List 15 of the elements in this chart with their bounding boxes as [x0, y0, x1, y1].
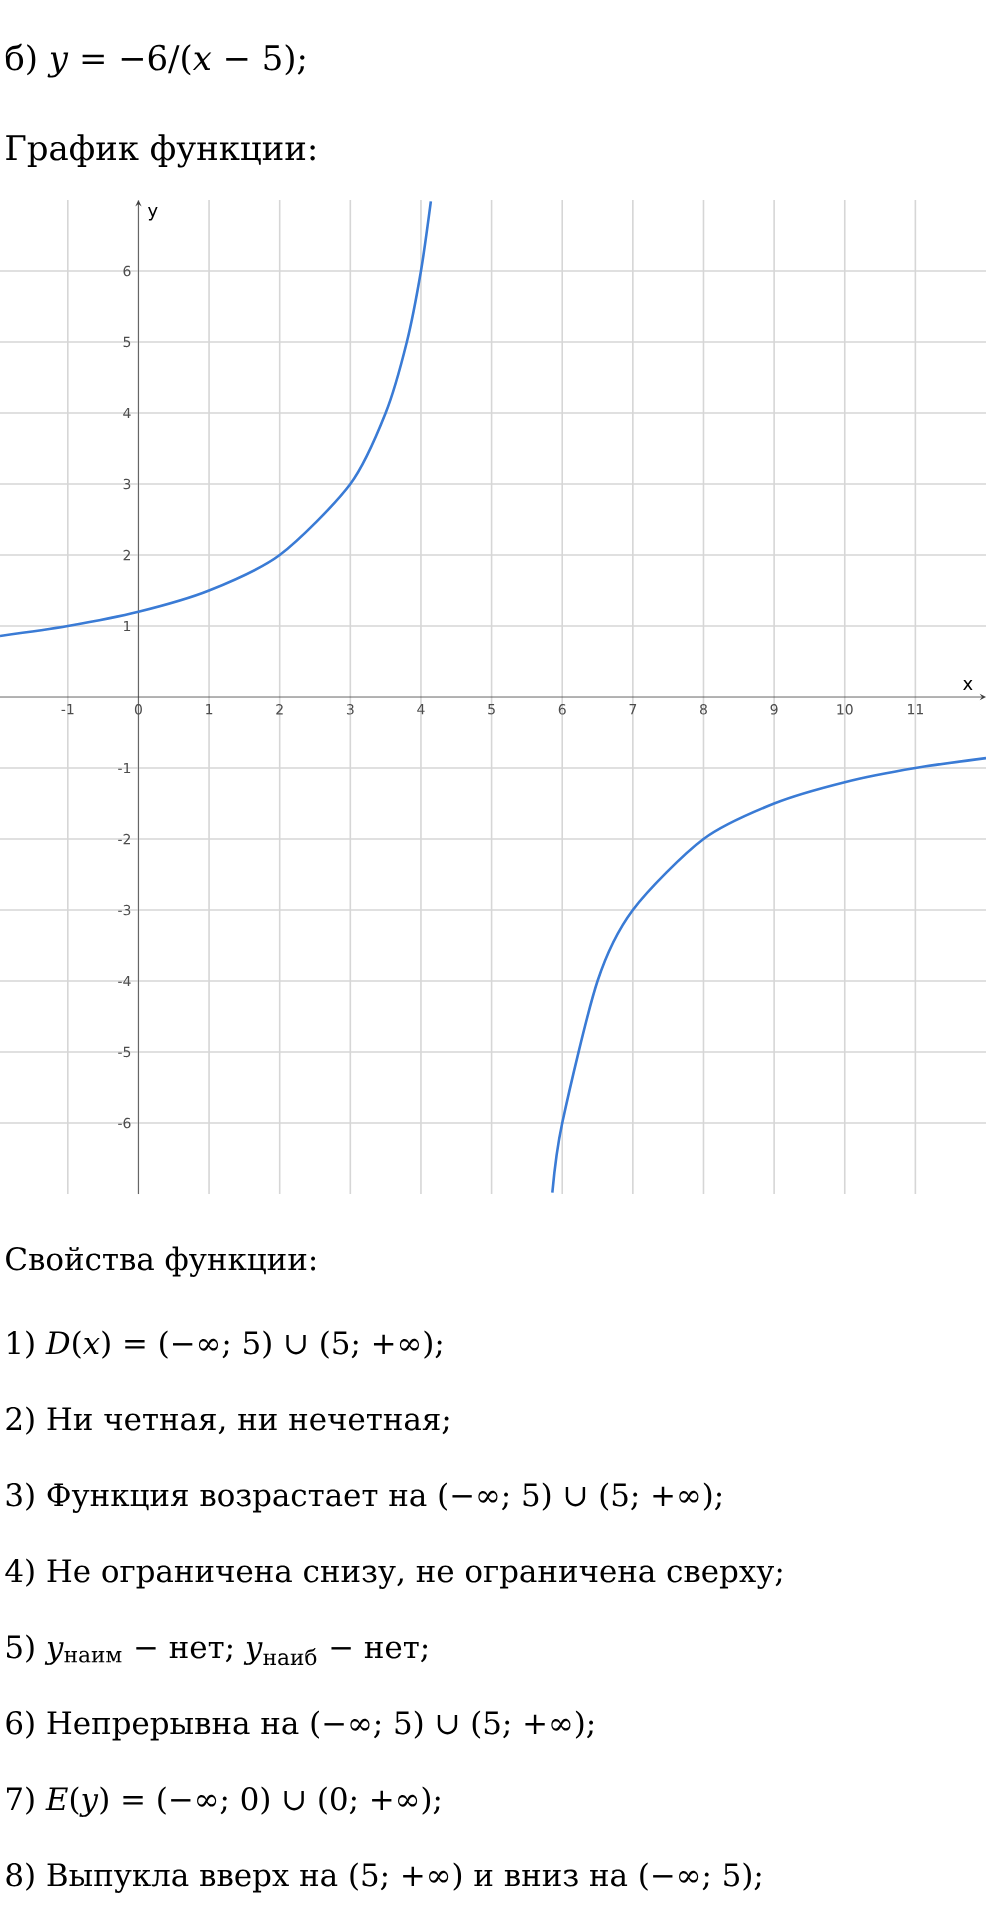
text: 4) Не ограничена снизу, не ограничена сверху; — [5, 1558, 782, 1589]
text: 3) Функция возрастает на (−∞; 5) ∪ (5; +∞); — [6, 1482, 722, 1513]
text: 7) E(y) = (−∞; 0) ∪ (0; +∞); — [6, 1786, 440, 1817]
text: 1) D(x) = (−∞; 5) ∪ (5; +∞); — [8, 1330, 442, 1359]
chart-subtitle: График функции: — [6, 134, 315, 168]
text: 2) Ни четная, ни нечетная; — [6, 1406, 449, 1435]
line-series — [0, 200, 433, 638]
x-axis-title: x — [963, 680, 973, 690]
text: 5) y$_{наим}$ − нет; y$_{наиб}$ − нет; — [7, 1634, 428, 1666]
text: 8) Выпукла вверх на (5; +∞) и вниз на (−∞; 5); — [6, 1862, 761, 1893]
y-axis-title: y — [148, 206, 158, 221]
text: Свойства функции: — [6, 1246, 316, 1277]
chart-title: б) y = −6/(x − 5); — [5, 43, 305, 78]
line-series — [551, 756, 987, 1194]
text: 6) Непрерывна на (−∞; 5) ∪ (5; +∞); — [6, 1710, 594, 1741]
